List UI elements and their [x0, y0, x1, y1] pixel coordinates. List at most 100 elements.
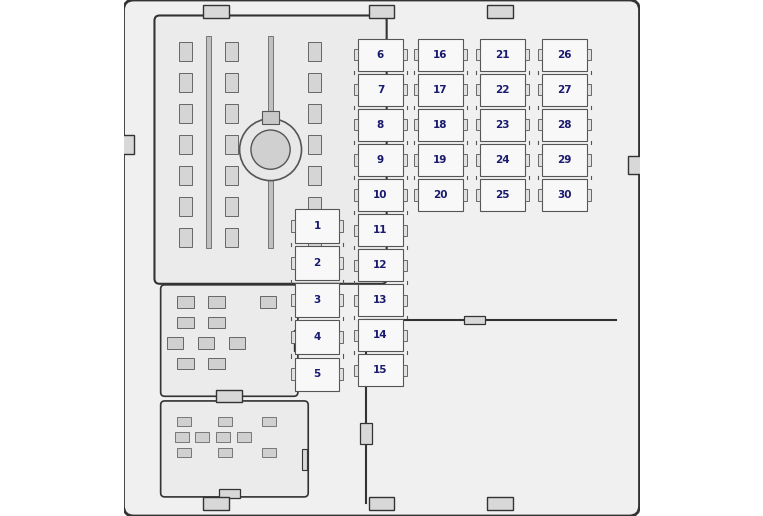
Bar	[268, 36, 273, 248]
FancyBboxPatch shape	[154, 15, 387, 284]
Bar	[358, 214, 403, 246]
Text: 9: 9	[377, 155, 384, 165]
Bar	[225, 228, 238, 247]
Bar	[229, 337, 245, 349]
Bar	[463, 49, 467, 60]
Bar	[542, 144, 587, 176]
Bar	[121, 135, 134, 154]
Bar	[525, 119, 529, 131]
Bar	[177, 358, 194, 369]
Text: 2: 2	[314, 258, 320, 268]
Text: 24: 24	[495, 155, 510, 165]
Bar	[339, 294, 343, 306]
Bar	[308, 104, 321, 123]
Bar	[480, 74, 525, 106]
Bar	[418, 109, 463, 141]
Bar	[475, 189, 480, 201]
Bar	[403, 330, 407, 341]
Bar	[403, 49, 407, 60]
Bar	[216, 432, 230, 442]
Bar	[354, 224, 358, 236]
Bar	[218, 447, 233, 457]
Bar	[291, 257, 295, 269]
Bar	[262, 416, 276, 426]
Bar	[217, 390, 242, 402]
Bar	[369, 497, 394, 510]
Bar	[308, 73, 321, 92]
Bar	[204, 497, 229, 510]
Text: 6: 6	[377, 50, 384, 60]
Text: 20: 20	[433, 190, 448, 200]
Bar	[358, 354, 403, 386]
Bar	[177, 416, 192, 426]
Bar	[354, 49, 358, 60]
Bar	[480, 144, 525, 176]
Bar	[538, 154, 542, 166]
Bar	[208, 358, 224, 369]
Text: 12: 12	[373, 260, 388, 270]
Bar	[403, 260, 407, 271]
Bar	[354, 84, 358, 95]
Bar	[179, 104, 192, 123]
Bar	[198, 337, 214, 349]
Bar	[259, 296, 276, 308]
Bar	[291, 220, 295, 232]
Bar	[339, 368, 343, 380]
Text: 16: 16	[433, 50, 448, 60]
Bar	[218, 416, 233, 426]
Bar	[542, 39, 587, 71]
Bar	[291, 368, 295, 380]
Text: 22: 22	[495, 85, 510, 95]
Bar	[177, 447, 192, 457]
Bar	[237, 432, 250, 442]
Bar	[358, 109, 403, 141]
Bar	[358, 74, 403, 106]
Bar	[475, 154, 480, 166]
Bar	[358, 39, 403, 71]
Bar	[538, 49, 542, 60]
Bar	[369, 5, 394, 18]
Bar	[167, 337, 183, 349]
Bar	[418, 179, 463, 211]
Polygon shape	[294, 330, 309, 351]
Bar	[358, 179, 403, 211]
Bar	[525, 189, 529, 201]
FancyBboxPatch shape	[161, 401, 308, 497]
Bar	[208, 296, 224, 308]
Bar	[262, 447, 276, 457]
Bar	[177, 317, 194, 328]
Circle shape	[240, 119, 301, 181]
Bar	[179, 197, 192, 216]
Text: 28: 28	[557, 120, 571, 130]
Text: 8: 8	[377, 120, 384, 130]
Bar	[354, 154, 358, 166]
Text: 5: 5	[314, 369, 320, 379]
Bar	[204, 5, 229, 18]
Text: 11: 11	[373, 225, 388, 235]
Bar	[358, 249, 403, 281]
Bar	[542, 109, 587, 141]
Text: 25: 25	[495, 190, 510, 200]
Bar	[463, 84, 467, 95]
Bar	[358, 284, 403, 316]
Text: 14: 14	[373, 330, 388, 341]
Text: 1: 1	[314, 221, 320, 231]
Bar	[208, 317, 224, 328]
Bar	[587, 119, 591, 131]
Bar	[475, 84, 480, 95]
Bar	[542, 74, 587, 106]
Text: 23: 23	[495, 120, 510, 130]
FancyBboxPatch shape	[124, 0, 639, 516]
Bar	[175, 432, 188, 442]
Text: 17: 17	[433, 85, 448, 95]
Bar	[464, 316, 485, 324]
Bar	[195, 432, 209, 442]
Bar	[480, 179, 525, 211]
Bar	[291, 294, 295, 306]
Bar	[403, 224, 407, 236]
Bar	[542, 179, 587, 211]
Bar	[414, 84, 418, 95]
Bar	[354, 295, 358, 306]
Text: 19: 19	[433, 155, 448, 165]
Bar	[354, 365, 358, 376]
